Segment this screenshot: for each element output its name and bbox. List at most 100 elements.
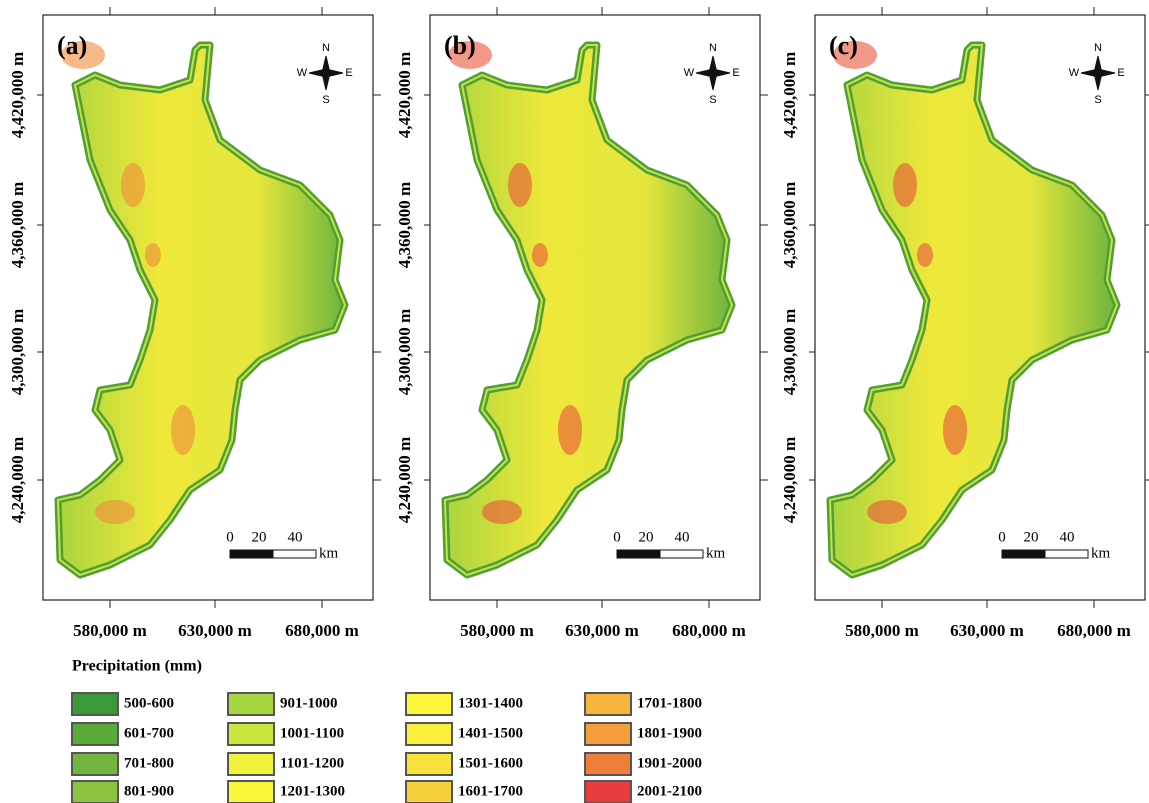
scale-label: 0 (613, 529, 621, 545)
legend-label: 1001-1100 (280, 725, 344, 741)
compass-w: W (297, 67, 308, 79)
compass-s: S (322, 94, 329, 106)
legend-swatch (71, 692, 119, 716)
high-precip-area (171, 405, 195, 455)
high-precip-area (95, 500, 135, 524)
scale-label: 40 (675, 529, 690, 545)
high-precip-area (917, 243, 933, 267)
scale-bar-black (616, 549, 661, 559)
legend-label: 1101-1200 (280, 755, 344, 771)
y-tick-label: 4,240,000 m (8, 437, 27, 523)
scale-label: 20 (1024, 529, 1039, 545)
legend-label: 601-700 (124, 725, 174, 741)
high-precip-area (867, 500, 907, 524)
compass-s: S (709, 94, 716, 106)
region-shape (826, 41, 1121, 579)
x-tick-label: 680,000 m (285, 621, 359, 640)
high-precip-area (61, 41, 105, 69)
legend-label: 1601-1700 (458, 783, 523, 799)
compass-w: W (684, 67, 695, 79)
x-tick-label: 580,000 m (460, 621, 534, 640)
legend-label: 1201-1300 (280, 783, 345, 799)
region-core (56, 44, 347, 577)
y-tick-label: 4,300,000 m (8, 309, 27, 395)
scale-bar-black (229, 549, 274, 559)
scale-label: 0 (226, 529, 234, 545)
map-panel: (c) 580,000 m 630,000 m 680,000 m 4,420,000 … (780, 7, 1149, 640)
y-tick-label: 4,360,000 m (395, 182, 414, 268)
high-precip-area (532, 243, 548, 267)
high-precip-area (145, 243, 161, 267)
scale-bar-black (1001, 549, 1046, 559)
scale-unit: km (319, 545, 339, 561)
region-shape (54, 41, 349, 579)
region-core (828, 44, 1119, 577)
scale-unit: km (706, 545, 726, 561)
y-tick-label: 4,300,000 m (780, 309, 799, 395)
legend-swatch (584, 722, 632, 746)
compass-rose (695, 55, 731, 91)
y-tick-label: 4,420,000 m (8, 52, 27, 138)
x-tick-label: 680,000 m (672, 621, 746, 640)
high-precip-area (482, 500, 522, 524)
legend-label: 701-800 (124, 755, 174, 771)
x-tick-label: 630,000 m (565, 621, 639, 640)
region-core (443, 44, 734, 577)
legend-label: 500-600 (124, 695, 174, 711)
legend-label: 2001-2100 (637, 783, 702, 799)
legend-swatch (405, 722, 453, 746)
legend-swatch (405, 752, 453, 776)
high-precip-area (121, 163, 145, 207)
panel-label: (b) (444, 31, 476, 60)
compass-rose (308, 55, 344, 91)
x-tick-label: 680,000 m (1057, 621, 1131, 640)
x-tick-label: 580,000 m (845, 621, 919, 640)
compass-n: N (1094, 42, 1102, 54)
legend-label: 901-1000 (280, 695, 338, 711)
legend-label: 1701-1800 (637, 695, 702, 711)
y-tick-label: 4,420,000 m (395, 52, 414, 138)
scale-unit: km (1091, 545, 1111, 561)
scale-bar-white (272, 549, 317, 559)
compass-w: W (1069, 67, 1080, 79)
legend-swatch (227, 722, 275, 746)
legend-label: 1401-1500 (458, 725, 523, 741)
legend-swatch (227, 692, 275, 716)
y-tick-label: 4,240,000 m (395, 437, 414, 523)
high-precip-area (558, 405, 582, 455)
legend-label: 1301-1400 (458, 695, 523, 711)
legend-swatch (584, 692, 632, 716)
y-tick-label: 4,360,000 m (8, 182, 27, 268)
compass-e: E (345, 67, 352, 79)
compass-e: E (1117, 67, 1124, 79)
y-tick-label: 4,300,000 m (395, 309, 414, 395)
panel-frame (814, 14, 1146, 601)
region-shape (441, 41, 736, 579)
compass-s: S (1094, 94, 1101, 106)
panel-label: (a) (57, 31, 87, 60)
scale-bar-white (659, 549, 704, 559)
x-tick-label: 630,000 m (178, 621, 252, 640)
map-panel: (b) 580,000 m 630,000 m 680,000 m 4,420,000 … (395, 7, 768, 640)
legend-swatch (584, 752, 632, 776)
compass-n: N (322, 42, 330, 54)
high-precip-area (448, 41, 492, 69)
legend-label: 801-900 (124, 783, 174, 799)
panel-frame (42, 14, 374, 601)
map-panel: (a) 580,000 m 630,000 m 680,000 m 4,420,000 … (8, 7, 381, 640)
high-precip-area (508, 163, 532, 207)
legend-swatch (405, 780, 453, 803)
y-tick-label: 4,240,000 m (780, 437, 799, 523)
legend-swatch (71, 752, 119, 776)
compass-n: N (709, 42, 717, 54)
legend-swatch (227, 780, 275, 803)
x-tick-label: 630,000 m (950, 621, 1024, 640)
y-tick-label: 4,360,000 m (780, 182, 799, 268)
high-precip-area (893, 163, 917, 207)
legend-title: Precipitation (mm) (72, 658, 202, 675)
legend-swatch (71, 722, 119, 746)
legend-swatch (71, 780, 119, 803)
high-precip-area (943, 405, 967, 455)
x-tick-label: 580,000 m (73, 621, 147, 640)
